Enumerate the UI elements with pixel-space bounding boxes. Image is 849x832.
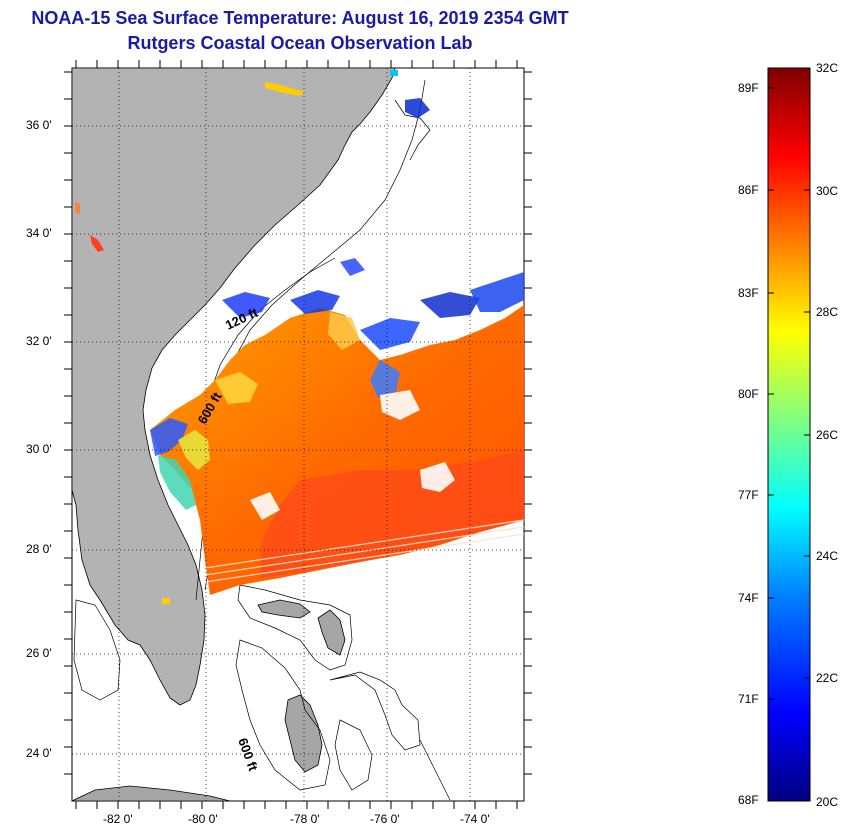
map-subtitle: Rutgers Coastal Ocean Observation Lab xyxy=(127,33,473,53)
land-grand-bahama xyxy=(257,599,311,619)
colorbar xyxy=(767,67,811,802)
land-mainland xyxy=(72,68,396,706)
map-title: NOAA-15 Sea Surface Temperature: August … xyxy=(31,8,569,28)
colorbar-c-label: 28C xyxy=(816,305,839,319)
lon-tick-label: -80 0' xyxy=(188,812,218,826)
lon-tick-label: -74 0' xyxy=(460,812,490,826)
colorbar-f-label: 86F xyxy=(738,183,759,197)
lon-tick-label: -76 0' xyxy=(370,812,400,826)
colorbar-c-label: 32C xyxy=(816,61,839,75)
colorbar-c-label: 26C xyxy=(816,428,839,442)
colorbar-f-label: 83F xyxy=(738,286,759,300)
colorbar-c-label: 30C xyxy=(816,184,839,198)
colorbar-f-label: 74F xyxy=(738,591,759,605)
land-abaco xyxy=(317,609,346,656)
lon-tick-label: -78 0' xyxy=(290,812,320,826)
colorbar-c-label: 24C xyxy=(816,549,839,563)
lat-tick-label: 36 0' xyxy=(26,118,52,132)
lat-tick-label: 26 0' xyxy=(26,646,52,660)
lon-tick-label: -82 0' xyxy=(103,812,133,826)
colorbar-f-label: 68F xyxy=(738,793,759,807)
sst-data-layer xyxy=(75,70,524,604)
colorbar-c-label: 20C xyxy=(816,795,839,809)
lat-tick-label: 32 0' xyxy=(26,334,52,348)
colorbar-f-label: 71F xyxy=(738,692,759,706)
lat-tick-label: 34 0' xyxy=(26,226,52,240)
land-cuba-edge xyxy=(72,785,231,801)
land-andros xyxy=(284,694,323,773)
colorbar-f-label: 80F xyxy=(738,387,759,401)
lat-tick-label: 30 0' xyxy=(26,442,52,456)
colorbar-f-label: 77F xyxy=(738,488,759,502)
lat-tick-label: 24 0' xyxy=(26,746,52,760)
colorbar-c-label: 22C xyxy=(816,671,839,685)
lat-tick-label: 28 0' xyxy=(26,542,52,556)
colorbar-f-label: 89F xyxy=(738,81,759,95)
